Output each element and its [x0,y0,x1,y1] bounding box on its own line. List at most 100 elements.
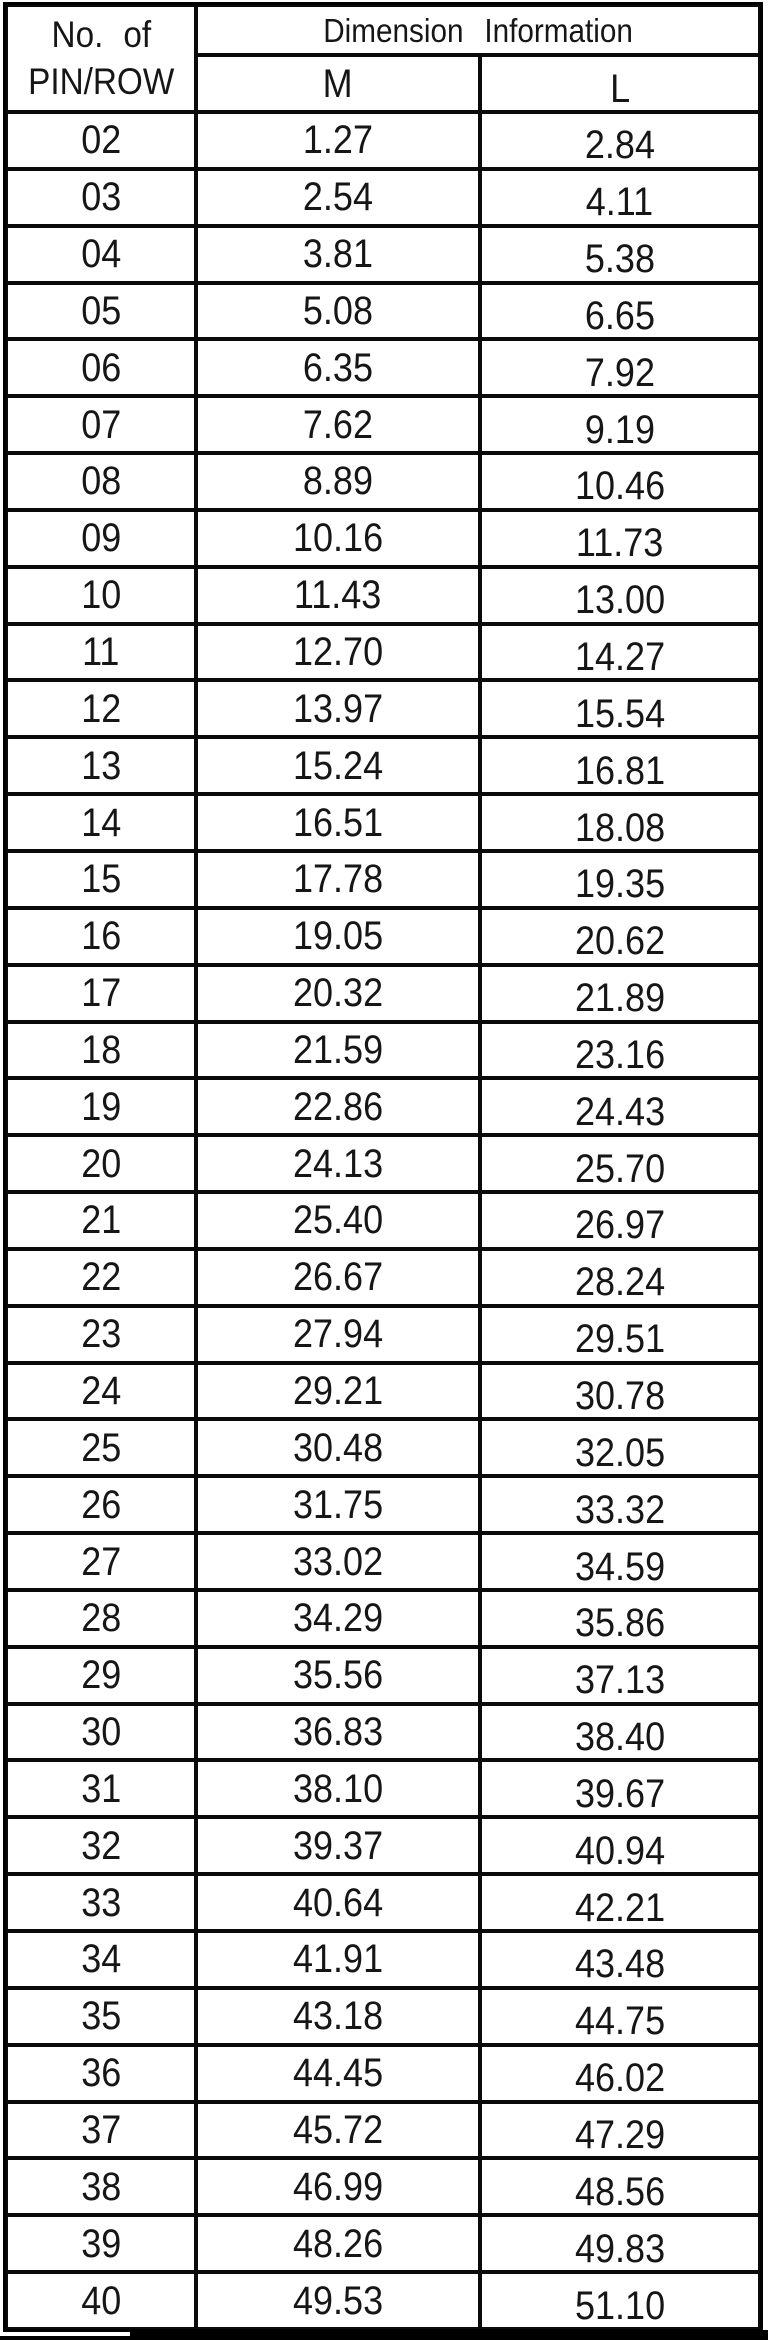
table-row: 31 38.10 39.67 [6,1760,760,1818]
pin-row-header-line1: No. of [51,13,151,55]
cell-pin-count: 25 [6,1419,196,1477]
table-row: 04 3.81 5.38 [6,225,760,283]
cell-pin-count: 26 [6,1476,196,1534]
cell-pin-count: 10 [6,566,196,624]
cell-pin-count: 05 [6,282,196,340]
cell-pin-count: 40 [6,2272,196,2329]
cell-l-value: 9.19 [479,396,760,454]
cell-m-value: 26.67 [196,1248,480,1306]
cell-m-value: 24.13 [196,1135,480,1193]
cell-l-value: 6.65 [479,282,760,340]
cell-l-value: 14.27 [479,623,760,681]
cell-l-value: 48.56 [479,2158,760,2216]
cell-m-value: 31.75 [196,1476,480,1534]
table-row: 33 40.64 42.21 [6,1874,760,1931]
cell-m-value: 35.56 [196,1646,480,1704]
table-row: 36 44.45 46.02 [6,2044,760,2102]
cell-m-value: 29.21 [196,1362,480,1420]
cell-pin-count: 24 [6,1362,196,1420]
cell-pin-count: 39 [6,2215,196,2273]
row-header-no-of-pin-row: No. of PIN/ROW [6,5,196,112]
cell-pin-count: 29 [6,1646,196,1704]
cell-pin-count: 13 [6,737,196,795]
table-row: 08 8.89 10.46 [6,453,760,510]
cell-pin-count: 34 [6,1931,196,1988]
cell-m-value: 36.83 [196,1703,480,1761]
cell-pin-count: 08 [6,453,196,510]
table-row: 11 12.70 14.27 [6,623,760,681]
cell-l-value: 10.46 [479,453,760,510]
cell-l-value: 47.29 [479,2101,760,2159]
table-row: 18 21.59 23.16 [6,1021,760,1079]
cell-pin-count: 03 [6,168,196,226]
cell-l-value: 44.75 [479,1987,760,2045]
header-dimension-information: Dimension Information [196,5,760,55]
cell-m-value: 43.18 [196,1987,480,2045]
cell-m-value: 12.70 [196,623,480,681]
table-row: 05 5.08 6.65 [6,282,760,340]
cell-l-value: 16.81 [479,737,760,795]
cell-m-value: 27.94 [196,1305,480,1363]
cell-m-value: 16.51 [196,794,480,851]
table-row: 29 35.56 37.13 [6,1646,760,1704]
cell-m-value: 21.59 [196,1021,480,1079]
col-header-l-label: L [609,66,630,111]
cell-m-value: 33.02 [196,1533,480,1590]
cell-m-value: 49.53 [196,2272,480,2329]
cell-l-value: 51.10 [479,2272,760,2329]
cell-m-value: 22.86 [196,1078,480,1136]
cell-pin-count: 36 [6,2044,196,2102]
table-row: 30 36.83 38.40 [6,1703,760,1761]
cell-m-value: 17.78 [196,850,480,908]
table-row: 15 17.78 19.35 [6,850,760,908]
table-row: 34 41.91 43.48 [6,1931,760,1988]
cell-l-value: 33.32 [479,1476,760,1534]
cell-l-value: 11.73 [479,509,760,567]
cell-m-value: 2.54 [196,168,480,226]
cell-m-value: 44.45 [196,2044,480,2102]
cell-pin-count: 20 [6,1135,196,1193]
cell-pin-count: 12 [6,680,196,738]
cell-l-value: 37.13 [479,1646,760,1704]
cell-l-value: 30.78 [479,1362,760,1420]
cell-m-value: 15.24 [196,737,480,795]
cell-l-value: 49.83 [479,2215,760,2273]
table-row: 28 34.29 35.86 [6,1589,760,1647]
cell-l-value: 39.67 [479,1760,760,1818]
table-row: 16 19.05 20.62 [6,907,760,965]
cell-m-value: 3.81 [196,225,480,283]
cell-pin-count: 06 [6,339,196,397]
table-row: 35 43.18 44.75 [6,1987,760,2045]
cell-m-value: 45.72 [196,2101,480,2159]
cell-l-value: 21.89 [479,964,760,1022]
table-row: 38 46.99 48.56 [6,2158,760,2216]
cell-pin-count: 19 [6,1078,196,1136]
cell-pin-count: 14 [6,794,196,851]
cell-m-value: 34.29 [196,1589,480,1647]
table-row: 24 29.21 30.78 [6,1362,760,1420]
table-row: 39 48.26 49.83 [6,2215,760,2273]
cell-pin-count: 16 [6,907,196,965]
cell-m-value: 11.43 [196,566,480,624]
cell-l-value: 29.51 [479,1305,760,1363]
cell-pin-count: 02 [6,112,196,169]
cell-pin-count: 17 [6,964,196,1022]
table-row: 14 16.51 18.08 [6,794,760,851]
cell-l-value: 34.59 [479,1533,760,1590]
table-row: 37 45.72 47.29 [6,2101,760,2159]
cell-m-value: 10.16 [196,509,480,567]
col-header-m-label: M [322,61,353,106]
table-row: 09 10.16 11.73 [6,509,760,567]
dimension-information-label: Dimension Information [323,11,633,49]
cell-pin-count: 31 [6,1760,196,1818]
col-header-m: M [196,55,480,112]
cell-m-value: 13.97 [196,680,480,738]
cell-m-value: 41.91 [196,1931,480,1988]
cell-l-value: 42.21 [479,1874,760,1931]
cell-l-value: 19.35 [479,850,760,908]
cell-l-value: 32.05 [479,1419,760,1477]
table-row: 13 15.24 16.81 [6,737,760,795]
cell-pin-count: 18 [6,1021,196,1079]
table-row: 10 11.43 13.00 [6,566,760,624]
